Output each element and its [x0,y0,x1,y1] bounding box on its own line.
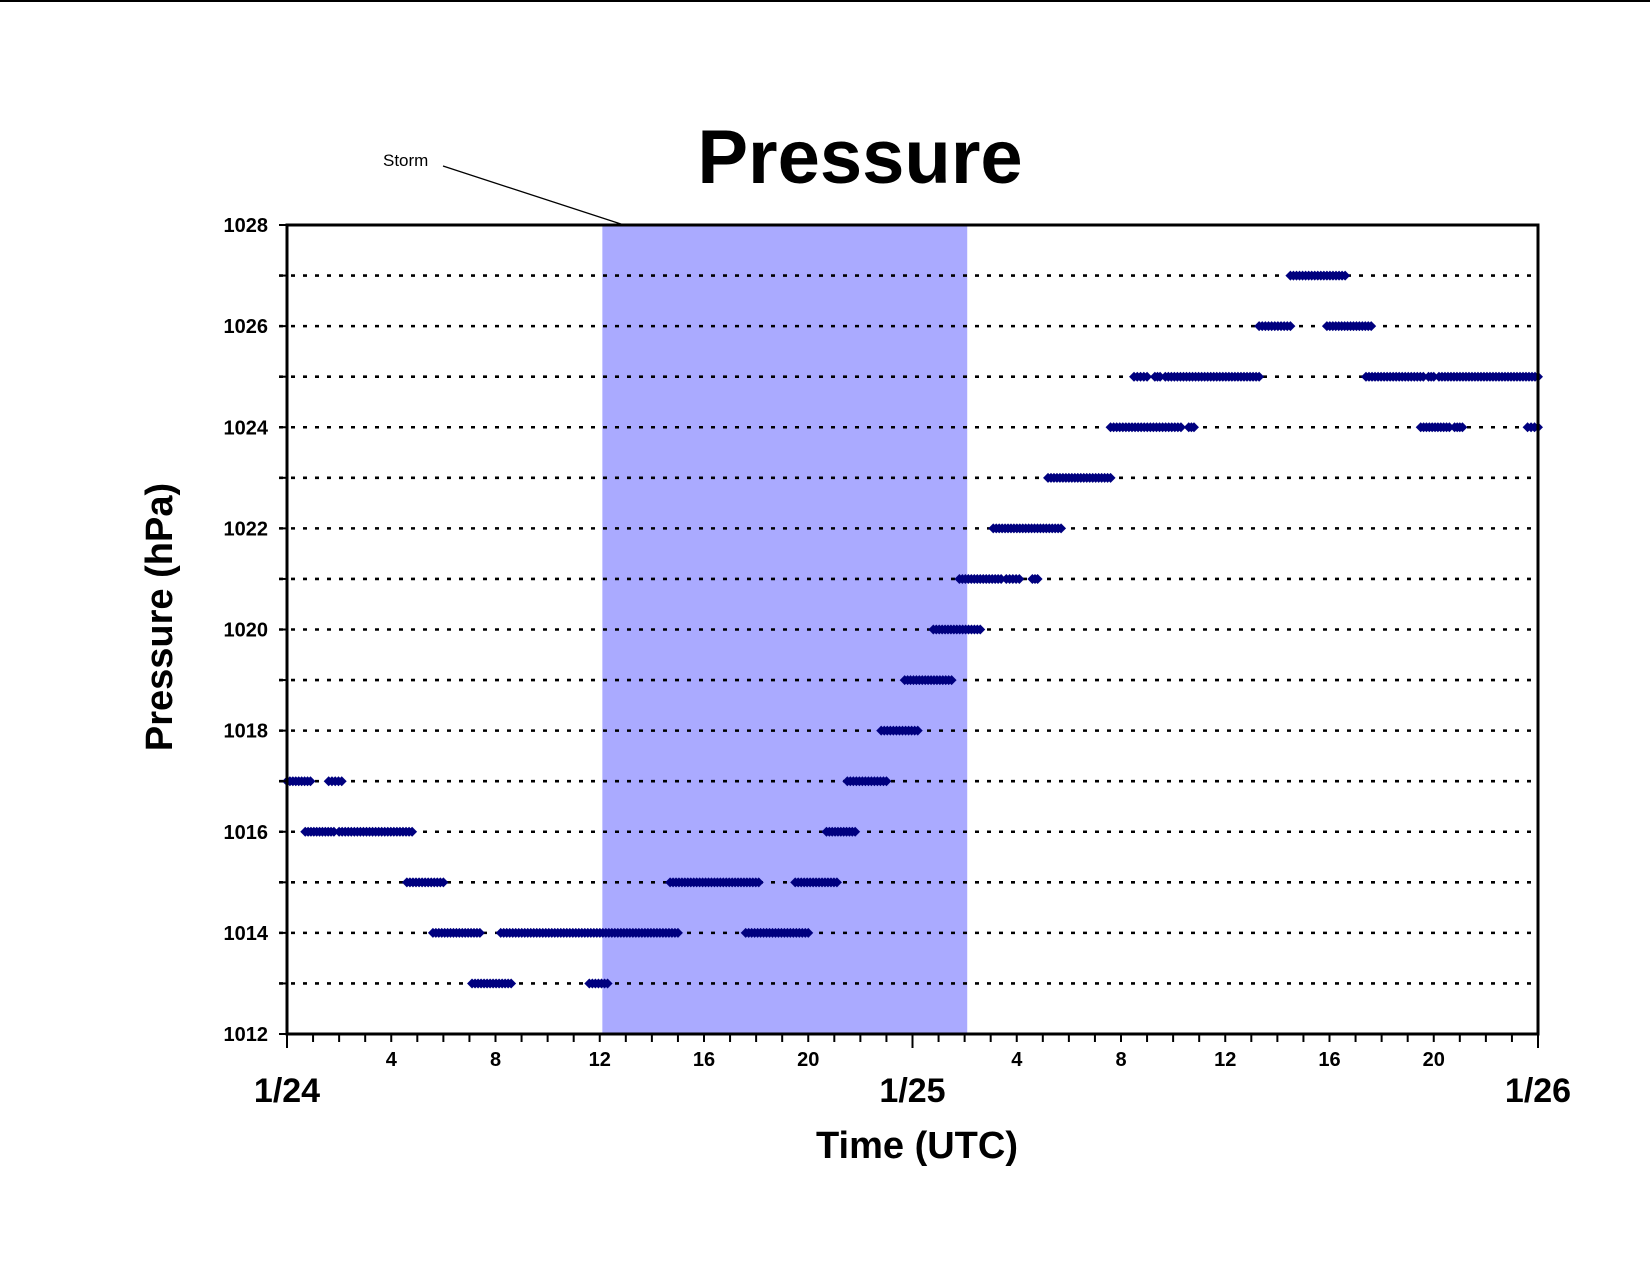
x-day-label: 1/24 [254,1072,320,1110]
x-tick-label: 4 [386,1049,398,1071]
data-point [305,776,316,787]
data-point [506,978,517,989]
x-tick-label: 16 [1318,1049,1340,1071]
data-point [336,776,347,787]
data-point [1188,422,1199,433]
data-points [282,270,1543,989]
data-point [407,826,418,837]
x-tick-label: 4 [1011,1049,1023,1071]
x-tick-label: 12 [589,1049,611,1071]
data-point [1032,573,1043,584]
y-tick-label: 1016 [224,822,269,844]
data-point [803,927,814,938]
data-point [975,624,986,635]
y-axis-label: Pressure (hPa) [139,483,181,751]
x-axis-label: Time (UTC) [816,1125,1018,1167]
data-point [881,776,892,787]
data-point [1142,371,1153,382]
chart-title: Pressure [697,115,1022,200]
x-tick-label: 12 [1214,1049,1236,1071]
x-tick-label: 20 [1423,1049,1445,1071]
data-point [1428,371,1439,382]
x-day-label: 1/26 [1505,1072,1571,1110]
data-point [1418,371,1429,382]
x-tick-label: 20 [797,1049,819,1071]
data-point [946,675,957,686]
data-point [1155,371,1166,382]
data-point [1366,321,1377,332]
data-point [1056,523,1067,534]
data-point [602,978,613,989]
y-tick-label: 1022 [224,518,269,540]
x-tick-label: 16 [693,1049,715,1071]
y-tick-label: 1020 [224,620,269,642]
data-point [1175,422,1186,433]
data-point [831,877,842,888]
data-point [996,573,1007,584]
storm-annotation-leader [442,165,625,226]
y-tick-label: 1024 [224,417,269,439]
data-point [850,826,861,837]
data-point [1340,270,1351,281]
y-tick-label: 1028 [224,215,269,237]
data-point [1444,422,1455,433]
y-tick-label: 1026 [224,316,269,338]
y-tick-label: 1018 [224,721,269,743]
axes: 1012 1014 1016 1018 1020 1022 1024 1026 1028 4 8 12… [224,215,1572,1110]
data-point [1457,422,1468,433]
y-tick-label: 1014 [224,923,269,945]
data-point [672,927,683,938]
data-point [1105,472,1116,483]
top-rule [0,0,1650,2]
data-point [328,826,339,837]
storm-annotation-label: Storm [383,151,428,170]
x-day-label: 1/25 [879,1072,945,1110]
data-point [1014,573,1025,584]
x-tick-label: 8 [490,1049,501,1071]
data-point [1254,371,1265,382]
data-point [474,927,485,938]
y-tick-label: 1012 [224,1024,269,1046]
data-point [438,877,449,888]
data-point [912,725,923,736]
data-point [753,877,764,888]
x-tick-label: 8 [1115,1049,1126,1071]
data-point [1285,321,1296,332]
